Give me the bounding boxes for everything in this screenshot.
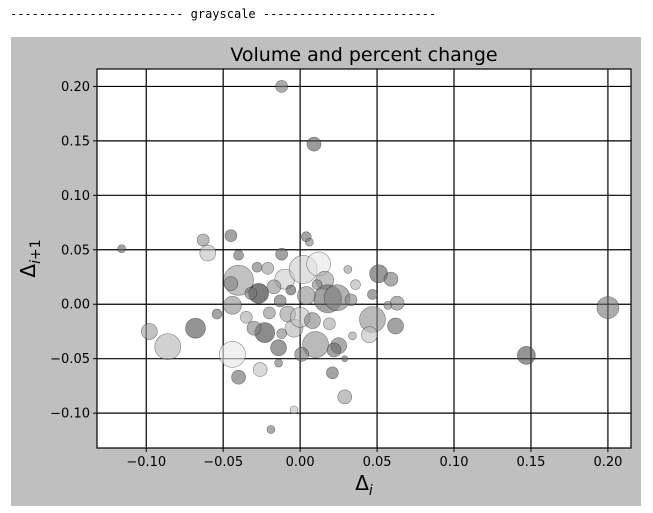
y-axis-label: Δi+1 (16, 239, 44, 277)
data-point (596, 296, 620, 319)
data-point (304, 312, 321, 329)
bubbles (117, 80, 620, 434)
x-tick-label: −0.05 (203, 455, 243, 470)
data-point (517, 346, 536, 365)
data-point (296, 286, 316, 305)
scatter-chart: −0.10 −0.05 0.00 0.05 0.10 0.15 0.20 −0.10 −0.05… (16, 44, 632, 499)
y-tick-label: 0.20 (61, 80, 90, 95)
data-point (387, 317, 404, 335)
data-point (266, 425, 276, 434)
data-point (196, 233, 210, 247)
y-tick-label: −0.05 (50, 352, 90, 367)
data-point (239, 311, 253, 324)
data-point (261, 262, 275, 275)
data-point (285, 284, 297, 296)
data-point (383, 271, 399, 287)
grid-lines (97, 69, 631, 448)
data-point (224, 229, 238, 242)
data-point (289, 405, 299, 415)
data-point (343, 265, 353, 274)
plot-area (97, 69, 631, 448)
y-tick-label: −0.10 (50, 407, 90, 422)
data-point (117, 244, 126, 253)
data-point (344, 293, 358, 307)
data-point (383, 301, 393, 310)
data-point (219, 341, 246, 368)
x-tick-label: 0.10 (440, 455, 469, 470)
data-point (350, 279, 361, 290)
data-point (233, 249, 244, 261)
grayscale-header: ------------------------ grayscale -----… (10, 7, 437, 21)
data-point (311, 279, 323, 290)
data-point (154, 333, 182, 361)
y-tick-label: 0.10 (61, 189, 90, 204)
y-tick-label: 0.00 (61, 298, 90, 313)
data-point (348, 331, 357, 341)
data-point (223, 276, 239, 291)
x-tick-label: 0.00 (286, 455, 315, 470)
data-point (185, 317, 206, 339)
data-point (323, 317, 336, 331)
data-point (252, 362, 268, 377)
data-point (305, 237, 314, 247)
data-point (246, 320, 262, 336)
axis-ticks: −0.10 −0.05 0.00 0.05 0.10 0.15 0.20 −0.10 −0.05… (50, 80, 622, 470)
x-tick-label: −0.10 (126, 455, 166, 470)
data-point (266, 279, 282, 295)
data-point (326, 366, 339, 380)
chart-title: Volume and percent change (230, 44, 497, 66)
y-tick-label: 0.15 (61, 134, 90, 149)
data-point (341, 355, 349, 362)
data-point (263, 306, 276, 320)
x-tick-label: 0.15 (516, 455, 545, 470)
data-point (337, 389, 353, 405)
data-point (302, 331, 329, 358)
plot-frame (96, 68, 632, 449)
data-point (274, 358, 283, 368)
data-point (141, 323, 158, 340)
figure-background: −0.10 −0.05 0.00 0.05 0.10 0.15 0.20 −0.10 −0.05… (11, 37, 641, 506)
data-point (361, 326, 378, 344)
data-point (306, 136, 322, 152)
data-point (294, 347, 309, 362)
data-point (244, 287, 258, 300)
data-point (389, 295, 405, 311)
data-point (251, 261, 263, 273)
data-point (276, 328, 287, 339)
data-point (275, 247, 288, 261)
data-point (199, 244, 217, 262)
data-point (211, 308, 223, 320)
x-tick-label: 0.05 (363, 455, 392, 470)
data-point (273, 294, 287, 308)
y-tick-label: 0.05 (61, 243, 90, 258)
data-point (231, 369, 246, 385)
data-point (270, 339, 287, 357)
data-point (223, 296, 242, 315)
x-axis-label: Δi (355, 471, 373, 499)
x-tick-label: 0.20 (593, 455, 622, 470)
data-point (326, 342, 342, 358)
data-point (275, 80, 288, 93)
data-point (367, 289, 378, 300)
